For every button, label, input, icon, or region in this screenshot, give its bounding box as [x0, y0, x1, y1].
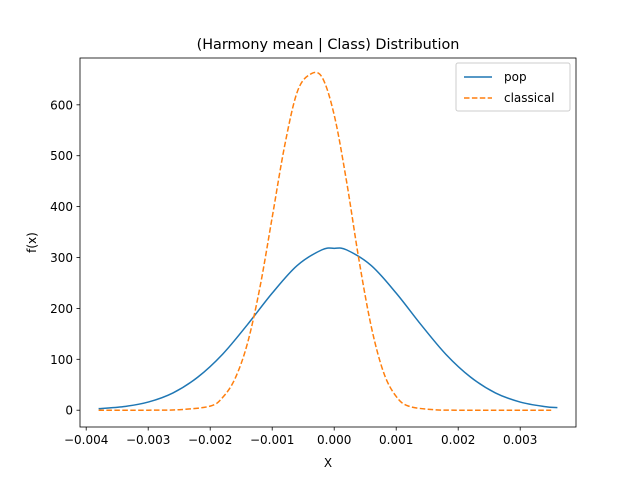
x-tick-label: −0.002	[188, 433, 232, 447]
legend-label-pop: pop	[504, 70, 527, 84]
x-tick-label: 0.002	[441, 433, 475, 447]
y-tick-label: 300	[50, 251, 73, 265]
axes-frame	[79, 57, 577, 428]
y-axis-label: f(x)	[25, 232, 39, 253]
x-tick-label: 0.001	[379, 433, 413, 447]
x-tick-label: −0.004	[64, 433, 108, 447]
legend-label-classical: classical	[504, 91, 554, 105]
axis-ticks: −0.004 −0.003 −0.002 −0.001 0.000 0.001 0.002 0…	[50, 98, 537, 447]
x-axis-label: X	[324, 456, 332, 470]
series-line-pop	[98, 247, 558, 410]
plot-area	[98, 71, 558, 411]
legend-box	[455, 62, 571, 112]
y-tick-label: 200	[50, 302, 73, 316]
x-tick-label: 0.003	[503, 433, 537, 447]
x-tick-label: −0.003	[126, 433, 170, 447]
legend: pop classical	[455, 62, 571, 112]
y-tick-label: 600	[50, 98, 73, 112]
y-tick-label: 400	[50, 200, 73, 214]
y-tick-label: 0	[65, 404, 73, 418]
y-tick-label: 500	[50, 149, 73, 163]
y-tick-label: 100	[50, 353, 73, 367]
x-tick-label: 0.000	[317, 433, 351, 447]
chart-title: (Harmony mean | Class) Distribution	[197, 37, 460, 53]
series-line-classical	[98, 71, 552, 411]
x-tick-label: −0.001	[250, 433, 294, 447]
